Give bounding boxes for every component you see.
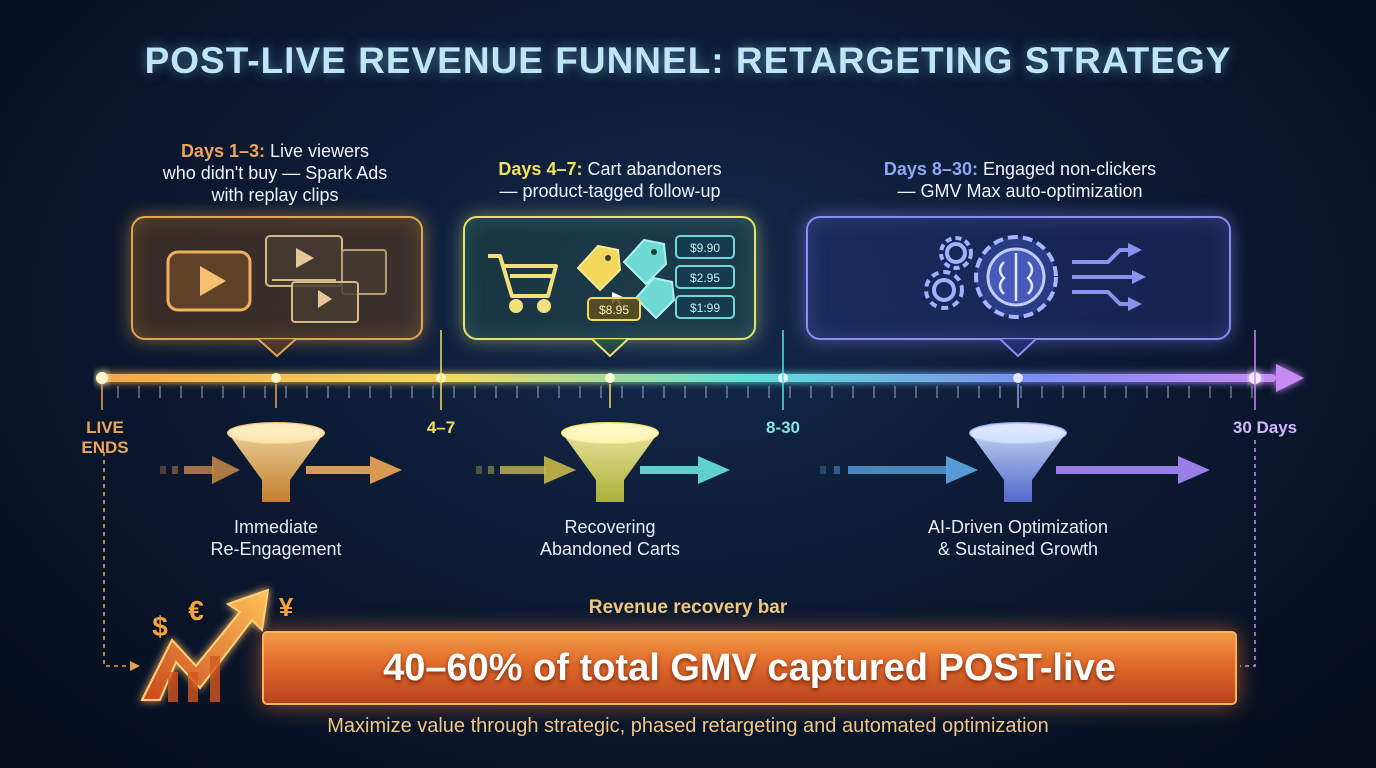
currency-dollar: $ (152, 611, 168, 642)
funnel-3-caption: AI-Driven Optimization & Sustained Growt… (888, 516, 1148, 560)
funnel-2-icon (561, 422, 659, 502)
timeline-end-label: 30 Days (1232, 418, 1298, 437)
left-connector (103, 452, 132, 667)
video-icon (265, 235, 387, 323)
phase-3-out-arrow (1056, 456, 1210, 484)
phase-2-text: Days 4–7: Cart abandoners — product-tagg… (455, 158, 765, 202)
price-tag-1-text: $9.90 (690, 241, 720, 255)
phase-2-in-arrow (476, 456, 576, 484)
phase-1-pointer (257, 338, 297, 358)
funnel-2-caption-line2: Abandoned Carts (539, 539, 681, 559)
phase-1-highlight: Days 1–3: (180, 141, 265, 161)
phase-1-line3: with replay clips (211, 185, 339, 205)
timeline-start-node (96, 372, 108, 384)
funnel-3-caption-line2: & Sustained Growth (937, 539, 1099, 559)
currency-euro: € (188, 595, 204, 626)
subtitle: Maximize value through strategic, phased… (327, 715, 1049, 737)
currency-yen: ¥ (279, 592, 294, 622)
phase-2-highlight: Days 4–7: (498, 159, 583, 179)
timeline-mark-1: 4–7 (426, 418, 456, 437)
phase-2-pointer (591, 338, 629, 358)
phase-2-out-arrow (640, 456, 730, 484)
play-icon (166, 250, 252, 312)
cart-icon (488, 254, 558, 313)
growth-arrow-icon (140, 588, 270, 702)
price-tag-2: $2.95 (675, 265, 735, 289)
phase-2-line2: — product-tagged follow-up (499, 181, 721, 201)
gear-icon (924, 236, 973, 310)
tag-icon (576, 238, 676, 320)
timeline-start-line1: LIVE (86, 418, 124, 437)
page-title: POST-LIVE REVENUE FUNNEL: RETARGETING ST… (144, 40, 1232, 81)
timeline-node-5 (1013, 373, 1023, 383)
timeline-arrowhead (1276, 364, 1304, 392)
timeline-node-3 (605, 373, 615, 383)
funnel-2-caption-line1: Recovering (564, 517, 656, 537)
phase-3-pointer (999, 338, 1037, 358)
flow-arrows-icon (1072, 243, 1146, 311)
timeline-mark-2: 8-30 (765, 418, 801, 437)
brain-icon (974, 235, 1058, 319)
gmv-text: 40–60% of total GMV captured POST-live (383, 646, 1116, 689)
phase-1-line1: Live viewers (270, 141, 370, 161)
revenue-bar-caption: Revenue recovery bar (588, 597, 788, 618)
price-tag-3: $8.95 (587, 297, 641, 321)
phase-3-line2: — GMV Max auto-optimization (897, 181, 1143, 201)
timeline-start-line2: ENDS (81, 438, 129, 457)
price-tag-4: $1:99 (675, 295, 735, 319)
phase-1-line2: who didn't buy — Spark Ads (162, 163, 388, 183)
phase-1-text: Days 1–3: Live viewers who didn't buy — … (120, 140, 430, 206)
phase-3-line1: Engaged non-clickers (982, 159, 1157, 179)
funnel-1-caption: Immediate Re-Engagement (176, 516, 376, 560)
revenue-recovery-bar: 40–60% of total GMV captured POST-live (262, 631, 1237, 705)
price-tag-2-text: $2.95 (690, 271, 720, 285)
funnel-3-caption-line1: AI-Driven Optimization (927, 517, 1109, 537)
phase-1-in-arrow (160, 456, 240, 484)
timeline-node-1 (271, 373, 281, 383)
timeline (96, 330, 1304, 410)
phase-1-out-arrow (306, 456, 402, 484)
phase-3-text: Days 8–30: Engaged non-clickers — GMV Ma… (830, 158, 1210, 202)
phase-3-highlight: Days 8–30: (883, 159, 978, 179)
price-tag-3-text: $8.95 (599, 303, 629, 317)
price-tag-4-text: $1:99 (690, 301, 720, 315)
funnel-3-icon (969, 422, 1067, 502)
price-tag-1: $9.90 (675, 235, 735, 259)
right-connector (1240, 440, 1256, 667)
phase-3-in-arrow (820, 456, 978, 484)
funnel-2-caption: Recovering Abandoned Carts (510, 516, 710, 560)
phase-2-line1: Cart abandoners (587, 159, 722, 179)
timeline-start-label: LIVE ENDS (70, 418, 140, 458)
funnel-1-caption-line1: Immediate (233, 517, 319, 537)
funnel-1-caption-line2: Re-Engagement (210, 539, 342, 559)
funnel-1-icon (227, 422, 325, 502)
